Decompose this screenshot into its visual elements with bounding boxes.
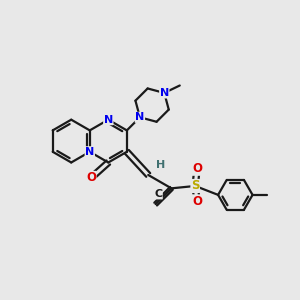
Text: O: O [86,171,96,184]
Text: N: N [160,88,169,98]
Text: S: S [191,179,200,193]
Text: N: N [135,112,145,122]
Text: O: O [192,162,202,175]
Text: O: O [192,195,202,208]
Text: N: N [85,147,94,157]
Text: H: H [156,160,165,170]
Text: C: C [154,189,162,199]
Text: N: N [104,115,113,125]
